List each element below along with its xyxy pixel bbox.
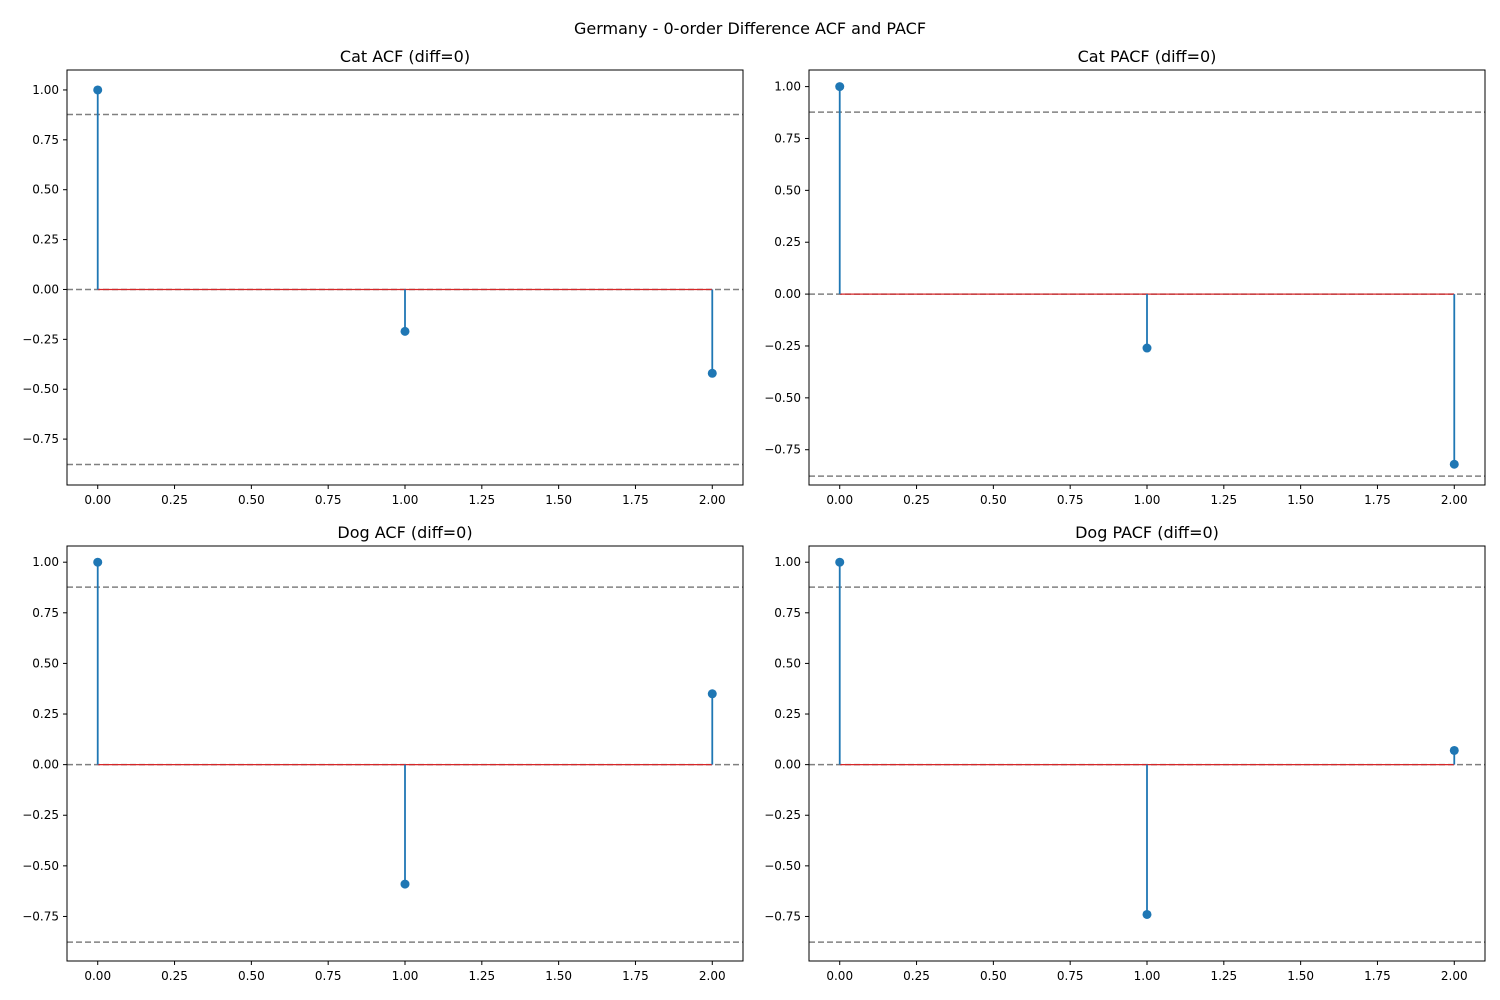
x-tick-label: 0.75: [1057, 493, 1084, 507]
y-tick-label: −0.25: [22, 332, 59, 346]
x-tick-label: 2.00: [699, 969, 726, 983]
subplot-title-cat-pacf: Cat PACF (diff=0): [1078, 47, 1217, 66]
x-tick-label: 0.50: [980, 493, 1007, 507]
x-tick-label: 1.50: [1287, 493, 1314, 507]
stem-marker: [707, 368, 717, 378]
y-tick-label: −0.25: [764, 808, 801, 822]
x-tick-label: 0.75: [1057, 969, 1084, 983]
stem-marker: [1449, 459, 1459, 469]
x-tick-label: 0.00: [826, 493, 853, 507]
x-tick-label: 1.50: [1287, 969, 1314, 983]
x-tick-label: 1.75: [1364, 493, 1391, 507]
y-tick-label: −0.50: [22, 859, 59, 873]
figure-title: Germany - 0-order Difference ACF and PAC…: [574, 19, 926, 38]
x-tick-label: 1.00: [1134, 969, 1161, 983]
x-tick-label: 1.50: [545, 493, 572, 507]
y-tick-label: 0.00: [32, 282, 59, 296]
subplot-dog-acf: Dog ACF (diff=0) 0.00 0.25 0.50 0.75 1.00 1.2…: [22, 523, 744, 983]
y-tick-label: 1.00: [32, 555, 59, 569]
x-tick-label: 1.00: [392, 493, 419, 507]
x-tick-label: 1.00: [1134, 493, 1161, 507]
stem-marker: [1142, 909, 1152, 919]
subplot-cat-pacf: Cat PACF (diff=0) 0.00 0.25 0.50 0.75 1.00 1.…: [764, 47, 1486, 507]
y-tick-label: 0.00: [774, 287, 801, 301]
y-tick-label: 0.25: [774, 235, 801, 249]
stem-marker: [400, 326, 410, 336]
y-tick-label: −0.25: [764, 339, 801, 353]
y-tick-label: 0.25: [774, 707, 801, 721]
x-tick-label: 1.00: [392, 969, 419, 983]
stem-marker: [93, 557, 103, 567]
y-tick-label: 0.00: [32, 758, 59, 772]
axes-frame: [66, 69, 744, 486]
y-tick-label: 1.00: [32, 83, 59, 97]
x-tick-label: 0.25: [903, 493, 930, 507]
y-tick-label: 1.00: [774, 80, 801, 94]
subplot-cat-acf: Cat ACF (diff=0) 0.00 0.25 0.50 0.75 1.00 1.2…: [22, 47, 744, 507]
x-tick-label: 0.00: [84, 969, 111, 983]
y-tick-label: −0.75: [764, 443, 801, 457]
y-tick-label: 0.50: [32, 656, 59, 670]
y-tick-label: 0.25: [32, 233, 59, 247]
stem-marker: [1449, 745, 1459, 755]
subplot-title-dog-pacf: Dog PACF (diff=0): [1075, 523, 1219, 542]
y-tick-label: 0.75: [774, 606, 801, 620]
x-tick-label: 1.25: [468, 493, 495, 507]
x-tick-label: 1.75: [622, 969, 649, 983]
y-tick-label: 0.25: [32, 707, 59, 721]
stem-marker: [93, 85, 103, 95]
x-tick-label: 2.00: [699, 493, 726, 507]
x-tick-label: 0.00: [84, 493, 111, 507]
x-tick-label: 1.75: [1364, 969, 1391, 983]
stem-marker: [707, 689, 717, 699]
y-tick-label: −0.75: [22, 432, 59, 446]
y-tick-label: −0.50: [22, 382, 59, 396]
axes-frame: [808, 69, 1486, 486]
x-tick-label: 0.50: [238, 493, 265, 507]
y-tick-label: 1.00: [774, 555, 801, 569]
y-tick-label: 0.00: [774, 758, 801, 772]
stem-marker: [1142, 343, 1152, 353]
x-tick-label: 1.25: [1210, 493, 1237, 507]
subplot-dog-pacf: Dog PACF (diff=0) 0.00 0.25 0.50 0.75 1.00 1.…: [764, 523, 1486, 983]
x-tick-label: 0.50: [238, 969, 265, 983]
x-tick-label: 2.00: [1441, 493, 1468, 507]
stem-marker: [835, 82, 845, 92]
y-tick-label: 0.50: [32, 183, 59, 197]
x-tick-label: 1.25: [468, 969, 495, 983]
x-tick-label: 1.75: [622, 493, 649, 507]
stem-marker: [400, 879, 410, 889]
stem-marker: [835, 557, 845, 567]
x-tick-label: 0.25: [903, 969, 930, 983]
x-tick-label: 0.25: [161, 969, 188, 983]
y-tick-label: −0.25: [22, 808, 59, 822]
subplot-title-dog-acf: Dog ACF (diff=0): [337, 523, 472, 542]
axes-frame: [66, 545, 744, 962]
y-tick-label: 0.75: [32, 133, 59, 147]
x-tick-label: 0.75: [315, 493, 342, 507]
x-tick-label: 1.50: [545, 969, 572, 983]
y-tick-label: 0.75: [32, 606, 59, 620]
subplot-title-cat-acf: Cat ACF (diff=0): [340, 47, 470, 66]
y-tick-label: −0.75: [22, 909, 59, 923]
y-tick-label: 0.50: [774, 183, 801, 197]
x-tick-label: 2.00: [1441, 969, 1468, 983]
x-tick-label: 0.00: [826, 969, 853, 983]
x-tick-label: 1.25: [1210, 969, 1237, 983]
x-tick-label: 0.25: [161, 493, 188, 507]
y-tick-label: −0.75: [764, 909, 801, 923]
x-tick-label: 0.50: [980, 969, 1007, 983]
x-tick-label: 0.75: [315, 969, 342, 983]
y-tick-label: −0.50: [764, 859, 801, 873]
y-tick-label: 0.75: [774, 131, 801, 145]
y-tick-label: 0.50: [774, 656, 801, 670]
y-tick-label: −0.50: [764, 391, 801, 405]
